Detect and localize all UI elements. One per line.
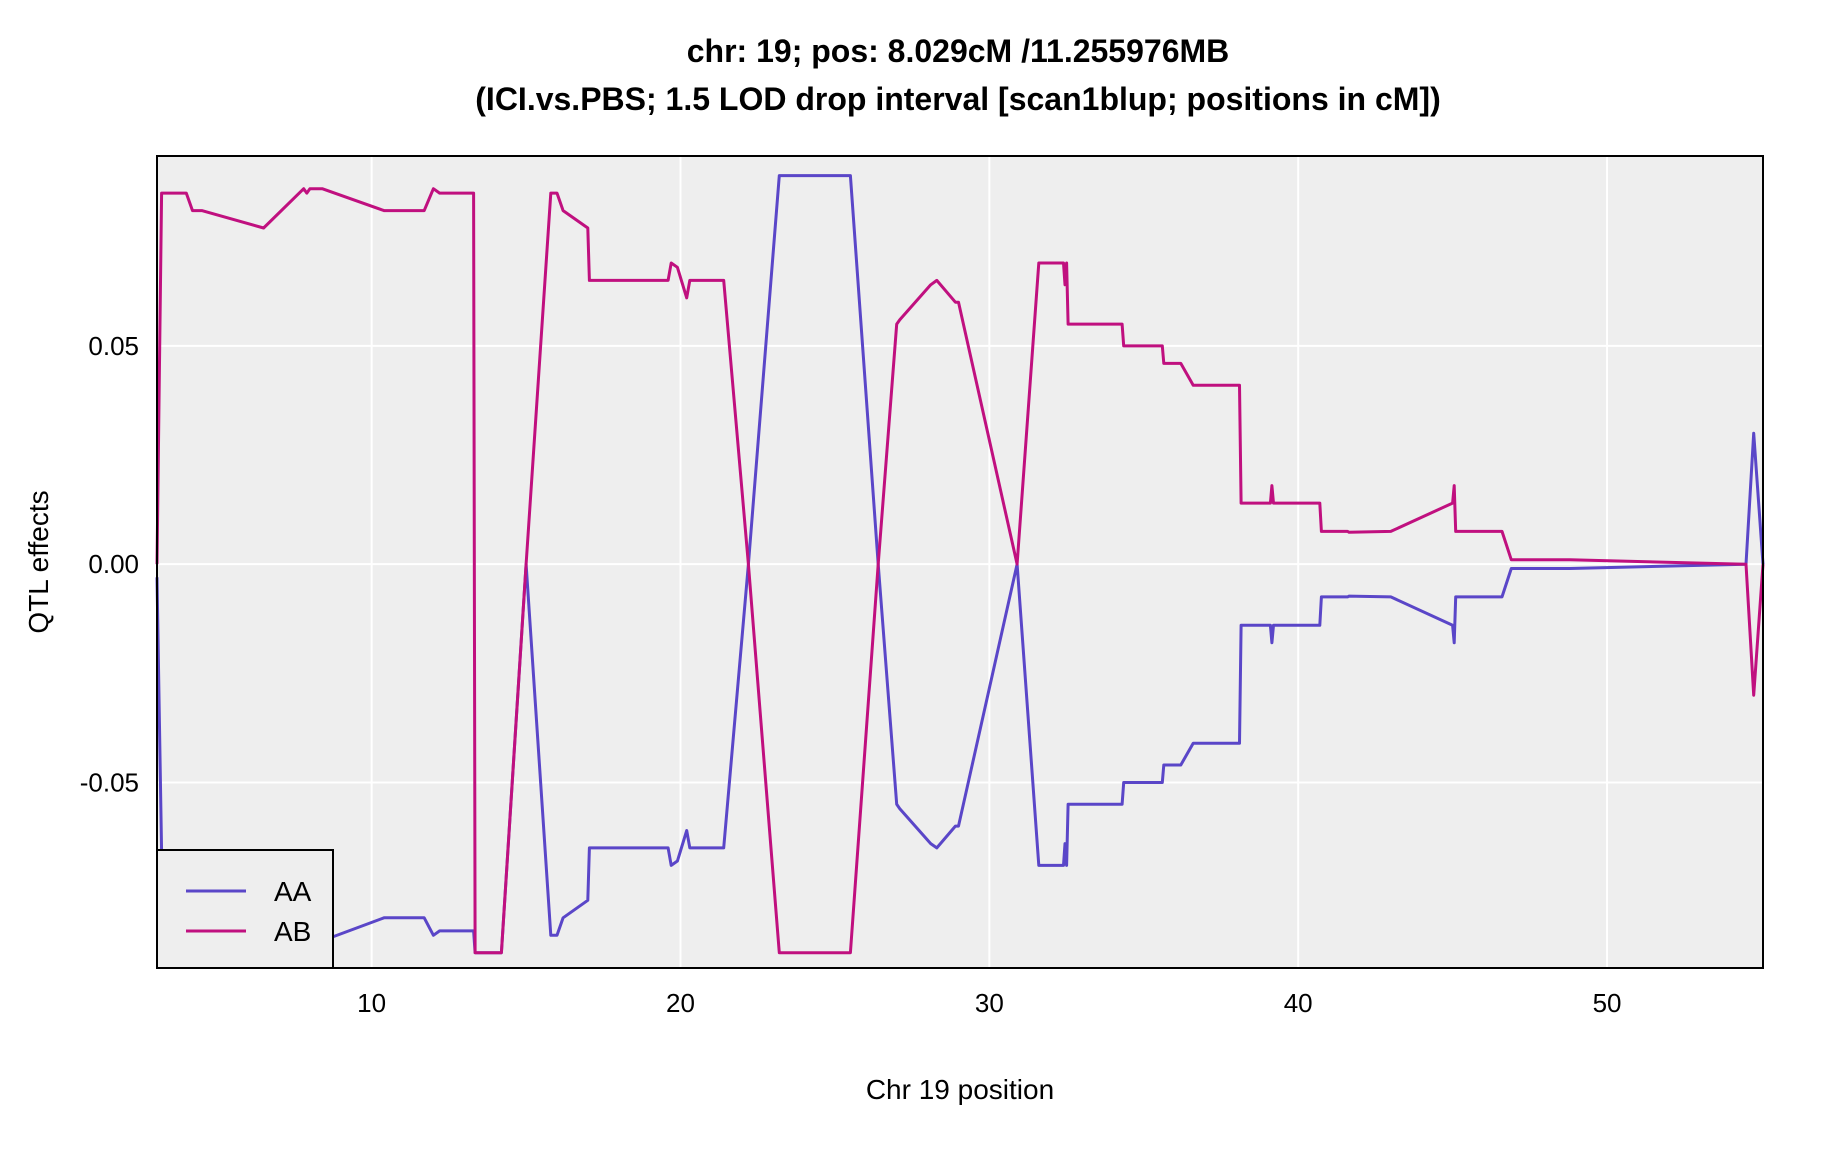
series-line-aa: [155, 174, 1765, 955]
x-axis-label: Chr 19 position: [866, 1074, 1054, 1105]
plot-background: [157, 156, 1763, 968]
chart-title-line2: (ICI.vs.PBS; 1.5 LOD drop interval [scan…: [475, 81, 1440, 117]
x-axis-ticks: 10 20 30 40 50: [357, 988, 1621, 1018]
legend: AA AB: [156, 849, 334, 969]
y-tick-label-0: -0.05: [80, 767, 139, 797]
legend-label-ab: AB: [274, 916, 311, 947]
x-tick-label-1: 20: [666, 988, 695, 1018]
x-tick-label-0: 10: [357, 988, 386, 1018]
legend-box: [156, 849, 334, 969]
chart-title-line1: chr: 19; pos: 8.029cM /11.255976MB: [687, 33, 1230, 69]
series-line-ab: [155, 187, 1765, 955]
x-tick-label-2: 30: [975, 988, 1004, 1018]
series-layer: [155, 174, 1765, 955]
x-tick-label-4: 50: [1593, 988, 1622, 1018]
legend-label-aa: AA: [274, 876, 312, 907]
x-tick-label-3: 40: [1284, 988, 1313, 1018]
y-tick-label-2: 0.05: [88, 331, 139, 361]
y-axis-label: QTL effects: [23, 490, 54, 633]
y-tick-label-1: 0.00: [88, 549, 139, 579]
y-axis-ticks: -0.05 0.00 0.05: [80, 331, 139, 798]
plot-frame: [156, 155, 1764, 969]
